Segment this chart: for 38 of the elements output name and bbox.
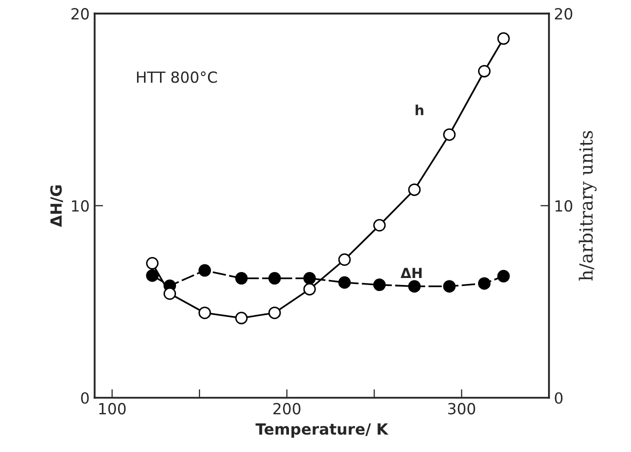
point bbox=[338, 253, 351, 266]
point bbox=[146, 257, 159, 270]
y-tick-label: 0 bbox=[81, 392, 89, 404]
x-tick-label: 100 bbox=[99, 402, 126, 414]
point bbox=[303, 282, 316, 296]
x-axis-title: Temperature/ K bbox=[256, 423, 389, 438]
y2-tick-label: 10 bbox=[556, 200, 572, 212]
point bbox=[235, 272, 248, 285]
point bbox=[373, 278, 386, 292]
point bbox=[268, 306, 281, 320]
point bbox=[146, 269, 159, 282]
point bbox=[198, 306, 211, 320]
y2-tick-label: 0 bbox=[554, 392, 563, 404]
point bbox=[373, 219, 386, 232]
point bbox=[478, 277, 491, 290]
point bbox=[338, 276, 351, 289]
annotation: HTT 800°C bbox=[137, 71, 217, 83]
point bbox=[443, 280, 456, 293]
point bbox=[497, 32, 510, 45]
point bbox=[408, 183, 421, 196]
point bbox=[443, 128, 456, 141]
x-tick-label: 300 bbox=[448, 402, 476, 414]
y-axis-title: ΔH/G bbox=[50, 185, 64, 227]
series-label: ΔH bbox=[400, 268, 422, 278]
point bbox=[198, 264, 211, 277]
point bbox=[268, 272, 281, 285]
y-tick-label: 20 bbox=[71, 8, 89, 20]
y-tick-label: 10 bbox=[72, 200, 89, 212]
point bbox=[478, 64, 491, 78]
series-label: h bbox=[416, 104, 424, 116]
point bbox=[497, 270, 510, 282]
x-tick-label: 200 bbox=[273, 402, 300, 414]
point bbox=[235, 312, 248, 324]
y2-tick-label: 20 bbox=[554, 8, 572, 20]
point bbox=[164, 287, 176, 300]
point bbox=[408, 280, 421, 293]
y2-axis-title: h/arbitrary units bbox=[578, 130, 597, 281]
point bbox=[303, 272, 316, 285]
